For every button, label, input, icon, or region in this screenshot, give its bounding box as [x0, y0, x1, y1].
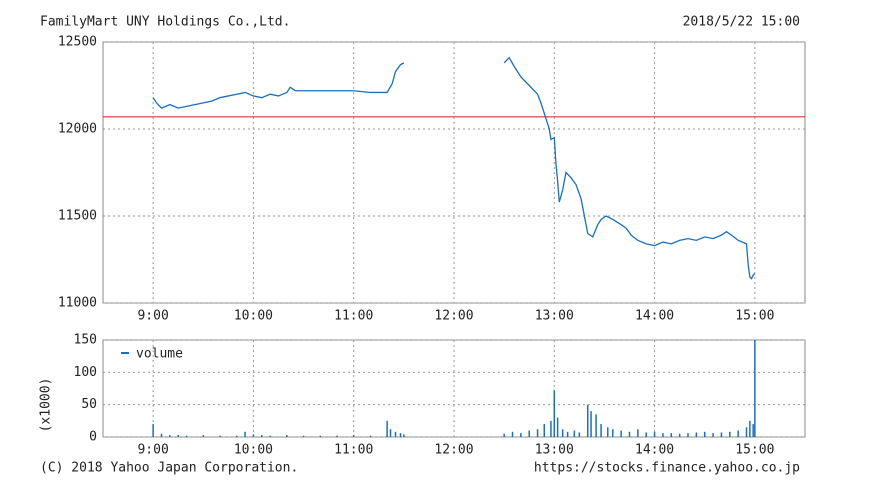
volume-bar [737, 430, 739, 437]
x-tick-label: 15:00 [735, 309, 774, 324]
volume-bar [511, 431, 514, 437]
volume-bar [403, 434, 405, 437]
y-tick-label: 100 [74, 365, 97, 380]
volume-bar [637, 429, 639, 437]
y-tick-label: 11000 [58, 296, 97, 311]
volume-bar [749, 420, 751, 437]
x-tick-label: 13:00 [535, 309, 574, 324]
volume-bar [703, 431, 706, 437]
volume-bar [752, 424, 754, 437]
x-tick-label: 15:00 [735, 443, 774, 458]
y-tick-label: 12500 [58, 35, 97, 50]
volume-bar [628, 431, 631, 437]
x-tick-label: 14:00 [635, 309, 674, 324]
volume-bar [244, 431, 246, 437]
volume-bar [729, 431, 731, 437]
volume-bar [653, 431, 656, 437]
volume-bar [620, 430, 622, 437]
price-line [503, 56, 756, 280]
volume-bar [520, 433, 522, 437]
x-tick-label: 12:00 [434, 443, 473, 458]
y-tick-label: 11500 [58, 209, 97, 224]
volume-bar [553, 390, 556, 437]
x-tick-label: 10:00 [234, 309, 273, 324]
y-tick-label: 50 [81, 397, 97, 412]
y-tick-label: 0 [89, 430, 97, 445]
volume-bar [386, 420, 388, 437]
footer-copyright: (C) 2018 Yahoo Japan Corporation. [40, 461, 298, 476]
volume-bar [573, 430, 576, 437]
volume-bar [235, 435, 238, 437]
volume-bar [550, 420, 552, 437]
volume-bar [543, 424, 546, 437]
x-tick-label: 11:00 [334, 443, 373, 458]
volume-bar [695, 432, 698, 437]
volume-bar [177, 435, 179, 437]
volume-bar [561, 429, 564, 437]
footer-url: https://stocks.finance.yahoo.co.jp [534, 461, 800, 476]
volume-bar [645, 432, 647, 437]
volume-bar [394, 431, 397, 437]
volume-bar [670, 433, 673, 437]
volume-bar [600, 424, 602, 437]
x-tick-label: 11:00 [334, 309, 373, 324]
volume-bar [595, 414, 597, 437]
volume-bar [399, 433, 402, 437]
legend-label: volume [136, 347, 183, 362]
volume-bar [286, 435, 288, 437]
volume-bar [252, 434, 255, 437]
volume-bar [336, 435, 338, 437]
volume-bar [503, 433, 505, 437]
volume-bar [754, 340, 756, 437]
volume-bar [160, 433, 163, 437]
y-tick-label: 12000 [58, 122, 97, 137]
volume-bar [566, 431, 569, 437]
volume-bar [678, 433, 681, 437]
volume-bar [528, 430, 530, 437]
volume-bar [219, 435, 221, 437]
volume-bar [261, 435, 263, 437]
price-line [152, 62, 405, 109]
y-axis-label: (x1000) [39, 378, 54, 433]
volume-bar [662, 433, 664, 437]
x-tick-label: 13:00 [535, 443, 574, 458]
volume-bar [202, 435, 205, 437]
volume-bar [687, 433, 689, 437]
volume-bar [302, 435, 305, 437]
chart-title: FamilyMart UNY Holdings Co.,Ltd. [40, 15, 290, 30]
x-tick-label: 10:00 [234, 443, 273, 458]
volume-bar [720, 432, 723, 437]
volume-bar [590, 411, 592, 437]
volume-bar [369, 435, 372, 437]
volume-bar [536, 429, 539, 437]
volume-bar [169, 435, 171, 437]
x-tick-label: 9:00 [137, 309, 168, 324]
plot-frame [102, 339, 806, 438]
volume-bar [185, 435, 188, 437]
volume-bar [745, 427, 748, 437]
volume-bar [556, 417, 559, 437]
x-tick-label: 12:00 [434, 309, 473, 324]
volume-bar [319, 435, 322, 437]
volume-bar [352, 435, 355, 437]
volume-bar [269, 435, 271, 437]
volume-bar [607, 427, 609, 437]
volume-bar [586, 404, 589, 437]
x-tick-label: 9:00 [137, 443, 168, 458]
volume-bar [578, 432, 581, 437]
volume-bar [389, 429, 392, 437]
y-tick-label: 150 [74, 333, 97, 348]
volume-bar [712, 433, 714, 437]
volume-bar [612, 429, 614, 437]
volume-bar [152, 424, 154, 437]
x-tick-label: 14:00 [635, 443, 674, 458]
chart-date: 2018/5/22 15:00 [683, 15, 800, 30]
